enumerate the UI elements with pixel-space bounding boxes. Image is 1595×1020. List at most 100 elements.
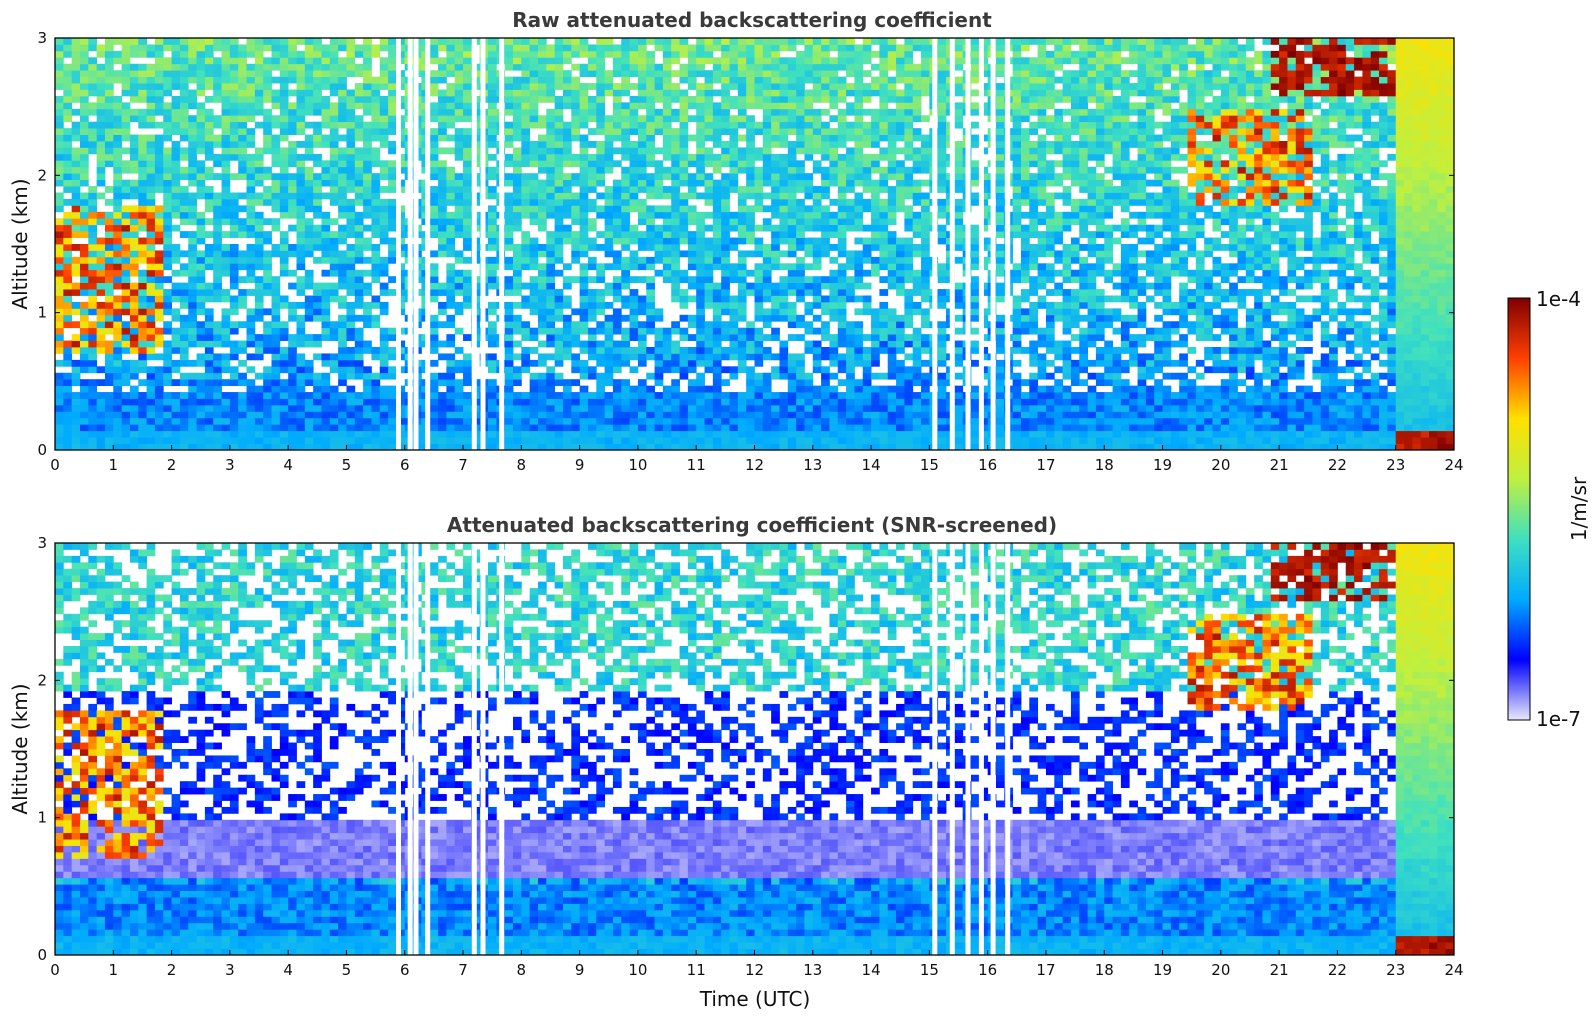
heatmap-cell [304, 250, 314, 258]
heatmap-cell [121, 359, 131, 367]
heatmap-cell [71, 347, 81, 354]
heatmap-cell [488, 57, 497, 65]
heatmap-cell [504, 385, 514, 393]
heatmap-cell [579, 314, 589, 322]
heatmap-cell [729, 121, 739, 129]
heatmap-cell [521, 437, 531, 444]
heatmap-cell [463, 353, 472, 361]
heatmap-cell [246, 115, 256, 123]
heatmap-cell [771, 57, 780, 65]
heatmap-cell [654, 244, 664, 251]
heatmap-cell [529, 443, 539, 451]
heatmap-cell [429, 186, 439, 193]
heatmap-cell [737, 366, 747, 374]
heatmap-cell [204, 205, 214, 213]
heatmap-cell [388, 173, 397, 181]
heatmap-cell [379, 115, 389, 123]
heatmap-cell [188, 308, 197, 316]
heatmap-cell [429, 289, 439, 296]
heatmap-cell [121, 83, 131, 90]
heatmap-cell [188, 44, 197, 52]
heatmap-cell [154, 301, 164, 309]
heatmap-cell [96, 282, 106, 290]
heatmap-cell [171, 282, 181, 290]
heatmap-cell [621, 76, 630, 84]
heatmap-cell [121, 263, 131, 271]
heatmap-cell [804, 308, 814, 316]
heatmap-cell [771, 134, 780, 142]
heatmap-cell [571, 327, 581, 335]
heatmap-cell [346, 218, 356, 226]
heatmap-cell [246, 256, 256, 264]
heatmap-cell [796, 385, 805, 393]
heatmap-cell [163, 289, 172, 296]
heatmap-cell [88, 237, 98, 245]
heatmap-cell [113, 404, 123, 412]
heatmap-cell [646, 430, 655, 438]
heatmap-cell [587, 115, 597, 123]
heatmap-cell [313, 231, 322, 238]
heatmap-cell [121, 276, 131, 284]
heatmap-cell [821, 366, 830, 374]
heatmap-cell [171, 50, 181, 58]
heatmap-cell [229, 211, 239, 219]
heatmap-cell [179, 411, 189, 419]
heatmap-cell [363, 392, 372, 399]
heatmap-cell [546, 198, 556, 206]
heatmap-cell [304, 359, 314, 367]
heatmap-cell [821, 443, 830, 451]
heatmap-cell [279, 417, 289, 425]
heatmap-cell [55, 95, 64, 103]
heatmap-cell [55, 198, 64, 206]
heatmap-cell [654, 250, 664, 258]
heatmap-cell [104, 121, 114, 129]
heatmap-cell [637, 424, 647, 432]
heatmap-cell [662, 38, 672, 45]
heatmap-cell [779, 276, 789, 284]
heatmap-cell [546, 250, 556, 258]
heatmap-cell [346, 89, 356, 97]
heatmap-cell [104, 128, 114, 135]
heatmap-cell [612, 115, 622, 123]
heatmap-cell [288, 160, 297, 168]
heatmap-cell [329, 115, 339, 123]
heatmap-cell [371, 192, 381, 200]
heatmap-cell [671, 404, 680, 412]
heatmap-cell [271, 314, 281, 322]
heatmap-cell [354, 314, 364, 322]
heatmap-cell [271, 385, 281, 393]
heatmap-cell [313, 108, 322, 116]
heatmap-cell [188, 57, 197, 65]
heatmap-cell [537, 76, 547, 84]
heatmap-cell [729, 102, 739, 110]
heatmap-cell [171, 205, 181, 213]
heatmap-cell [138, 424, 147, 432]
heatmap-cell [554, 70, 564, 78]
heatmap-cell [113, 50, 123, 58]
heatmap-cell [146, 366, 156, 374]
heatmap-cell [604, 237, 614, 245]
heatmap-cell [313, 205, 322, 213]
heatmap-cell [687, 282, 697, 290]
heatmap-cell [96, 366, 106, 374]
heatmap-cell [246, 211, 256, 219]
heatmap-cell [338, 366, 347, 374]
heatmap-cell [779, 115, 789, 123]
heatmap-cell [55, 153, 64, 161]
heatmap-cell [504, 211, 514, 219]
heatmap-cell [579, 398, 589, 406]
heatmap-cell [546, 70, 556, 78]
heatmap-cell [388, 211, 397, 219]
heatmap-cell [338, 417, 347, 425]
heatmap-cell [812, 404, 822, 412]
heatmap-cell [379, 160, 389, 168]
heatmap-cell [579, 115, 589, 123]
heatmap-cell [654, 366, 664, 374]
heatmap-cell [346, 359, 356, 367]
heatmap-cell [113, 276, 123, 284]
heatmap-cell [113, 411, 123, 419]
heatmap-cell [529, 76, 539, 84]
heatmap-cell [346, 108, 356, 116]
heatmap-cell [229, 347, 239, 354]
heatmap-cell [754, 282, 764, 290]
